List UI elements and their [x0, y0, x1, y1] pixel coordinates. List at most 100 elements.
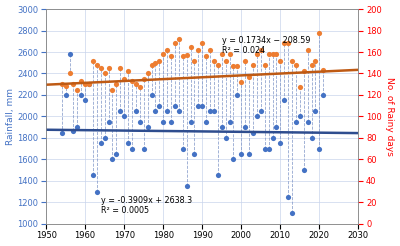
Point [58, 131, 65, 135]
Point [187, 120, 194, 124]
Point [199, 104, 206, 108]
Point [316, 147, 322, 151]
Point [109, 88, 116, 92]
Point [133, 82, 139, 86]
Point [184, 184, 190, 188]
Point [289, 211, 295, 215]
Point [246, 152, 252, 156]
Point [250, 131, 256, 135]
Point [222, 59, 229, 62]
Point [90, 173, 96, 177]
Point [136, 85, 143, 89]
Point [140, 77, 147, 81]
Point [277, 141, 284, 145]
Point [109, 157, 116, 161]
Y-axis label: No. of Rainy days: No. of Rainy days [386, 77, 394, 156]
Point [230, 157, 237, 161]
Point [168, 120, 174, 124]
Point [148, 63, 155, 67]
Point [230, 64, 237, 68]
Point [172, 41, 178, 45]
Point [254, 114, 260, 118]
Point [74, 125, 80, 129]
Point [266, 52, 272, 56]
Point [293, 120, 299, 124]
Point [266, 147, 272, 151]
Point [308, 63, 315, 67]
Point [308, 136, 315, 140]
Point [226, 52, 233, 56]
Point [207, 109, 213, 113]
Point [222, 136, 229, 140]
Point [129, 147, 135, 151]
Point [254, 52, 260, 56]
Point [273, 52, 280, 56]
Point [234, 64, 241, 68]
Point [62, 93, 69, 97]
Point [195, 104, 202, 108]
Point [289, 59, 295, 62]
Point [78, 93, 84, 97]
Point [304, 120, 311, 124]
Point [152, 109, 159, 113]
Point [105, 120, 112, 124]
Point [320, 93, 326, 97]
Point [113, 152, 120, 156]
Point [148, 93, 155, 97]
Point [156, 59, 162, 62]
Point [125, 141, 131, 145]
Point [160, 52, 166, 56]
Point [160, 120, 166, 124]
Point [258, 109, 264, 113]
Text: y = -0.3909x + 2638.3
R² = 0.0005: y = -0.3909x + 2638.3 R² = 0.0005 [101, 196, 192, 215]
Point [102, 72, 108, 76]
Point [316, 31, 322, 35]
Point [246, 75, 252, 79]
Point [203, 120, 209, 124]
Point [172, 104, 178, 108]
Point [191, 152, 198, 156]
Point [300, 69, 307, 73]
Point [215, 173, 221, 177]
Point [90, 59, 96, 62]
Point [320, 68, 326, 72]
Point [293, 63, 299, 67]
Text: y = 0.1734x − 208.59
R² = 0.024: y = 0.1734x − 208.59 R² = 0.024 [222, 36, 310, 55]
Y-axis label: Rainfall, mm: Rainfall, mm [6, 88, 14, 145]
Point [121, 77, 127, 81]
Point [269, 52, 276, 56]
Point [285, 41, 291, 45]
Point [133, 109, 139, 113]
Point [121, 114, 127, 118]
Point [70, 129, 77, 133]
Point [86, 82, 92, 86]
Point [164, 109, 170, 113]
Point [102, 136, 108, 140]
Point [94, 63, 100, 67]
Point [312, 109, 319, 113]
Point [176, 37, 182, 41]
Point [242, 125, 248, 129]
Point [199, 41, 206, 45]
Point [152, 61, 159, 65]
Point [62, 84, 69, 88]
Point [164, 48, 170, 52]
Point [82, 98, 88, 102]
Point [285, 195, 291, 199]
Point [195, 48, 202, 52]
Point [273, 125, 280, 129]
Point [74, 88, 80, 92]
Point [180, 147, 186, 151]
Point [191, 59, 198, 62]
Point [297, 85, 303, 89]
Point [98, 66, 104, 70]
Point [105, 66, 112, 70]
Point [277, 59, 284, 62]
Point [176, 109, 182, 113]
Point [117, 66, 124, 70]
Point [218, 52, 225, 56]
Point [180, 54, 186, 58]
Point [203, 54, 209, 58]
Point [184, 53, 190, 57]
Point [258, 48, 264, 52]
